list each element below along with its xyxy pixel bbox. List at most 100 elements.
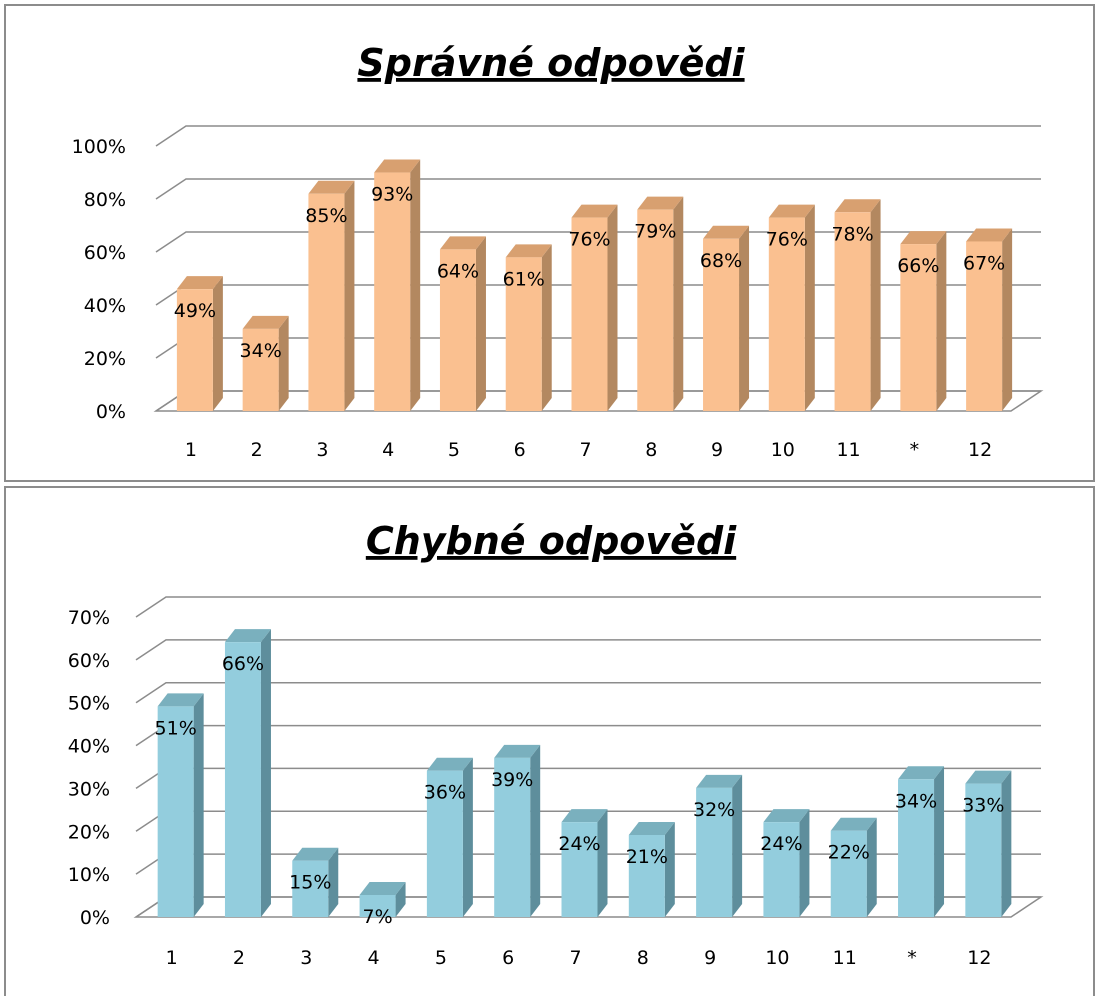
x-tick-label: * [910,439,920,461]
bar [242,315,289,411]
bar-front [292,860,329,917]
x-tick-label: 6 [502,947,514,969]
data-label: 66% [222,653,264,675]
y-tick-label: 40% [68,736,110,758]
bar [292,847,339,917]
bar-front [768,217,805,411]
x-tick-label: 9 [704,947,716,969]
gridline [135,681,1041,704]
bar [628,822,675,917]
bar-side [1002,228,1013,411]
bar-front [834,212,871,411]
bar [637,196,684,411]
data-label: 39% [491,769,533,791]
bar-front [439,249,476,411]
data-label: 33% [962,795,1004,817]
bar-top [505,244,552,258]
bar-front [224,642,261,917]
x-tick-label: 4 [368,947,380,969]
x-tick-label: * [907,947,917,969]
data-label: 24% [760,833,802,855]
data-label: 34% [240,340,282,362]
bar-front [242,328,279,411]
bar-front [637,209,674,411]
bar-side [870,199,881,411]
chart-title: Správné odpovědi [357,41,745,85]
bar [561,809,608,917]
bar-front [176,289,213,411]
bar-front [830,830,867,917]
bar-front [359,895,396,917]
y-tick-label: 100% [72,136,126,158]
bar-front [898,779,935,917]
gridline [135,724,1041,747]
data-label: 15% [289,872,331,894]
x-tick-label: 3 [300,947,312,969]
y-tick-label: 40% [84,295,126,317]
x-tick-label: 1 [185,439,197,461]
bar [830,817,877,917]
bar-side [541,244,552,411]
data-label: 76% [568,229,610,251]
bar-side [1001,770,1012,917]
bar-top [966,228,1013,242]
data-label: 34% [895,790,937,812]
bar-top [439,236,486,250]
y-tick-label: 70% [68,607,110,629]
x-tick-label: 10 [771,439,795,461]
bar-front [374,172,411,411]
y-tick-label: 0% [80,907,110,929]
bar [505,244,552,411]
bar-side [344,180,355,411]
bar-top [703,225,750,239]
bar-top [898,766,945,780]
bar-side [530,744,541,917]
bar [696,774,743,917]
bar-top [834,199,881,213]
bar [374,159,421,411]
data-label: 67% [963,252,1005,274]
bar-front [571,217,608,411]
bar-side [395,882,406,917]
y-tick-label: 30% [68,778,110,800]
chart-incorrect: Chybné odpovědi 0% 10% 20% 30% 40% 50% 60% 70% 5… [68,519,1044,969]
bar-side [328,847,339,917]
bar [703,225,750,411]
bar-side [664,822,675,917]
bar-top [374,159,421,173]
x-tick-label: 11 [836,439,860,461]
y-tick-label: 60% [84,242,126,264]
bar [157,693,204,917]
bar-side [410,159,421,411]
x-tick-label: 1 [166,947,178,969]
bar-front [157,706,194,917]
data-label: 49% [174,300,216,322]
bar-side [260,629,271,917]
bar-side [278,315,289,411]
bar [763,809,810,917]
chart-panel-incorrect: Chybné odpovědi 0% 10% 20% 30% 40% 50% 60% 70% 5… [4,486,1095,996]
bar-front [900,244,937,411]
data-label: 51% [155,717,197,739]
bar-top [426,757,473,771]
gridline [135,639,1041,661]
data-label: 66% [897,255,939,277]
bar-top [830,817,877,831]
bar-front [494,757,531,917]
bar [965,770,1012,917]
data-label: 61% [503,268,545,290]
bar-top [965,770,1012,784]
bar-side [597,809,608,917]
bar-front [308,193,345,411]
bar [426,757,473,917]
bar-front [966,241,1003,411]
bar [900,231,947,411]
bar-top [900,231,947,245]
data-label: 79% [634,221,676,243]
x-tick-label: 9 [711,439,723,461]
bar-front [628,835,665,917]
bar-side [739,225,750,411]
chart-panel-correct: Správné odpovědi 0% 20% 40% 60% 80% 100% 49% 1 3… [4,4,1095,482]
x-tick-label: 4 [382,439,394,461]
bar-top [763,809,810,823]
